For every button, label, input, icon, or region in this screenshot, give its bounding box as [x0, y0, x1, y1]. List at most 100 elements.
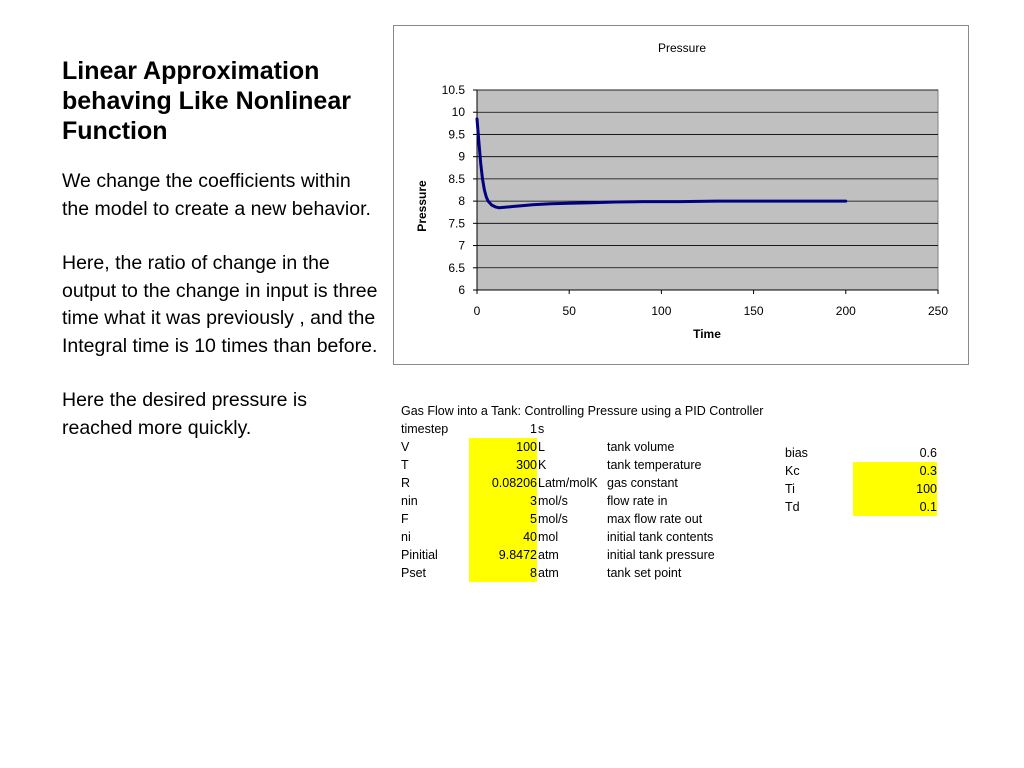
controller-param-value: 100 [853, 480, 937, 498]
chart-data-point [486, 199, 490, 203]
parameter-description: tank set point [607, 566, 682, 580]
chart-data-point [483, 188, 486, 192]
chart-y-tick-label: 8 [458, 194, 465, 208]
controller-param-row: Ti 100 [785, 480, 937, 498]
chart-data-point [490, 203, 493, 207]
chart-data-point [481, 177, 484, 181]
parameter-unit: mol [538, 530, 559, 544]
chart-x-tick-label: 50 [563, 304, 577, 318]
chart-data-point [586, 201, 589, 205]
chart-y-tick-label: 9 [458, 150, 465, 164]
chart-data-point [512, 205, 516, 208]
chart-data-point [479, 162, 482, 165]
paragraph-ratio: Here, the ratio of change in the output … [62, 252, 378, 357]
pressure-chart: 6 6.5 7 7.5 8 8.5 9 9.5 10 10.5 0 50 100 150 200 250 Pre… [393, 25, 969, 365]
timestep-unit: s [538, 422, 545, 436]
chart-canvas: 6 6.5 7 7.5 8 8.5 9 9.5 10 10.5 0 50 100 150 200 250 Pre… [415, 41, 948, 341]
parameter-row: Pinitial 9.8472 atm initial tank pressure [401, 546, 801, 564]
chart-y-axis-label: Pressure [415, 180, 429, 232]
chart-y-tick-label: 8.5 [448, 172, 465, 186]
chart-y-tick-label: 10 [452, 105, 466, 119]
parameter-unit: L [538, 440, 545, 454]
chart-x-axis-label: Time [693, 327, 721, 341]
spreadsheet-header: Gas Flow into a Tank: Controlling Pressu… [401, 404, 764, 418]
chart-data-point [531, 203, 534, 206]
chart-data-point [549, 202, 552, 205]
chart-plot-area [476, 89, 939, 291]
chart-data-point [497, 206, 501, 209]
parameter-value: 40 [469, 528, 537, 546]
chart-data-point [485, 195, 488, 198]
parameter-unit: atm [538, 566, 559, 580]
parameter-name: F [401, 512, 409, 526]
spreadsheet-header-row: Gas Flow into a Tank: Controlling Pressu… [401, 402, 763, 420]
chart-data-point [475, 117, 479, 121]
chart-x-tick-label: 250 [928, 304, 948, 318]
parameter-unit: mol/s [538, 512, 568, 526]
chart-y-tick-label: 7.5 [448, 216, 465, 230]
chart-data-point [568, 202, 571, 205]
parameter-row: R 0.08206 Latm/molK gas constant [401, 474, 801, 492]
paragraph-coefficients: We change the coefficients within the mo… [62, 170, 371, 220]
parameter-description: max flow rate out [607, 512, 703, 526]
chart-data-point [844, 199, 847, 203]
chart-x-tick-label: 200 [836, 304, 856, 318]
parameter-value: 100 [469, 438, 537, 456]
chart-data-point [641, 200, 645, 203]
parameter-row: ni 40 mol initial tank contents [401, 528, 801, 546]
chart-x-tick-label: 150 [744, 304, 764, 318]
chart-y-tick-label: 10.5 [442, 83, 466, 97]
parameter-row: Pset 8 atm tank set point [401, 564, 801, 582]
parameter-unit: K [538, 458, 547, 472]
controller-param-row: Td 0.1 [785, 498, 937, 516]
parameter-name: Pset [401, 566, 427, 580]
parameter-value: 300 [469, 456, 537, 474]
parameter-name: T [401, 458, 409, 472]
chart-series-line [475, 117, 848, 210]
controller-param-name: Kc [785, 464, 800, 478]
parameter-value: 8 [469, 564, 537, 582]
chart-data-point [503, 206, 506, 209]
timestep-value: 1 [530, 422, 537, 436]
chart-data-point [752, 199, 755, 203]
parameter-name: ni [401, 530, 411, 544]
chart-y-tick-label: 6 [458, 283, 465, 297]
controller-param-name: Ti [785, 482, 795, 496]
controller-param-row: Kc 0.3 [785, 462, 937, 480]
timestep-row: timestep 1 s [401, 420, 801, 438]
parameter-description: flow rate in [607, 494, 668, 508]
chart-y-tick-label: 7 [458, 239, 465, 253]
chart-title: Pressure [658, 41, 706, 55]
parameter-row: F 5 mol/s max flow rate out [401, 510, 801, 528]
parameter-name: R [401, 476, 411, 490]
chart-data-point [477, 139, 481, 143]
controller-param-value: 0.6 [919, 446, 937, 460]
parameter-unit: Latm/molK [538, 476, 598, 490]
parameter-name: V [401, 440, 410, 454]
body-text: We change the coefficients within the mo… [62, 168, 380, 469]
chart-y-tick-label: 9.5 [448, 127, 465, 141]
chart-data-point [521, 204, 525, 207]
chart-y-tick-label: 6.5 [448, 261, 465, 275]
timestep-name: timestep [401, 422, 449, 436]
parameter-description: initial tank contents [607, 530, 714, 544]
chart-data-point [678, 200, 682, 203]
parameter-description: tank volume [607, 440, 675, 454]
chart-data-point [715, 199, 718, 203]
parameter-value: 5 [469, 510, 537, 528]
parameter-value: 0.08206 [469, 474, 537, 492]
controller-param-row: bias 0.6 [785, 444, 937, 462]
controller-param-name: bias [785, 446, 808, 460]
chart-data-point [494, 205, 497, 209]
chart-data-point [798, 199, 801, 203]
parameter-description: gas constant [607, 476, 678, 490]
controller-param-value: 0.3 [853, 462, 937, 480]
parameter-unit: mol/s [538, 494, 568, 508]
parameter-description: tank temperature [607, 458, 702, 472]
chart-x-tick-label: 100 [651, 304, 671, 318]
parameter-name: Pinitial [401, 548, 438, 562]
parameter-value: 3 [469, 492, 537, 510]
chart-x-tick-label: 0 [474, 304, 481, 318]
